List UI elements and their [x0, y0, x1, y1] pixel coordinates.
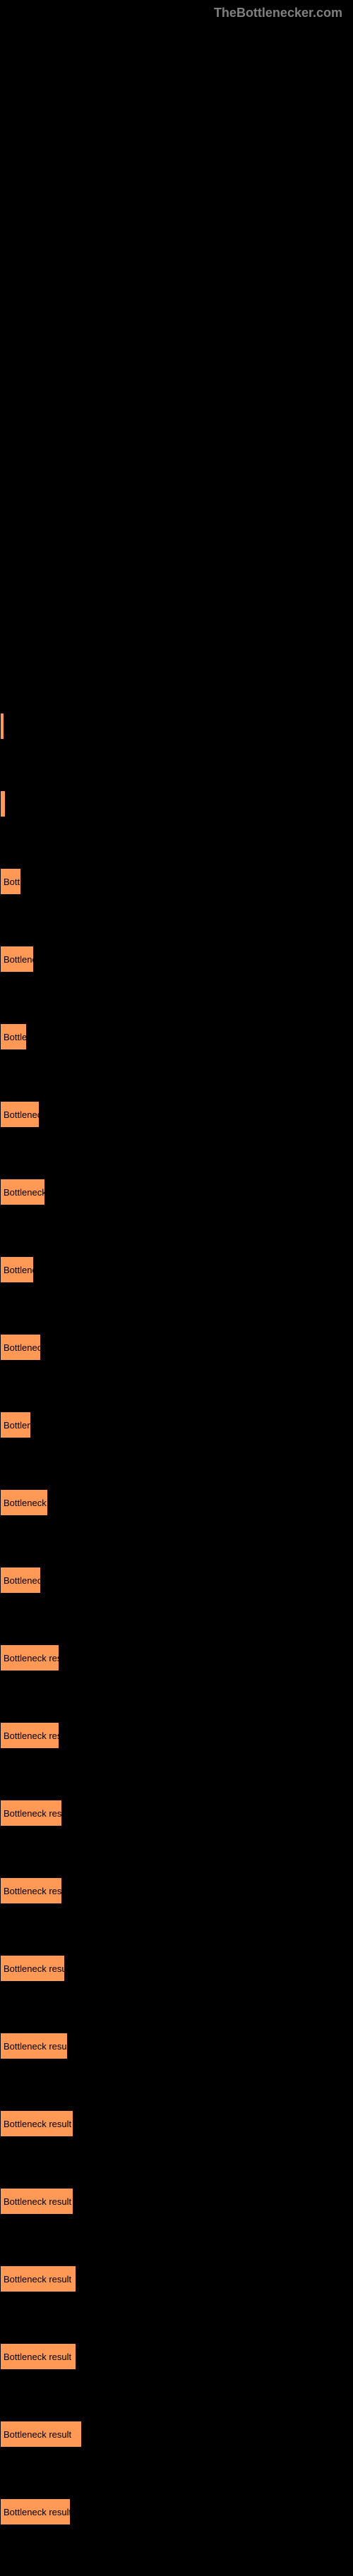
bar-label: Bottleneck result	[4, 2352, 71, 2362]
bar: Bottleneck result	[0, 1644, 59, 1671]
bar-row: Bottleneck result	[0, 2110, 353, 2137]
bar-label: Bottleneck result	[4, 1731, 59, 1741]
bar-row: Bottleneck re	[0, 1334, 353, 1361]
bar: Bottlenec	[0, 1412, 31, 1438]
bar-row: Bottleneck result	[0, 1877, 353, 1904]
bar: Bottleneck result	[0, 1955, 65, 1982]
bar-label: Bottleneck result	[4, 2274, 71, 2285]
bar: Bottleneck re	[0, 1334, 41, 1361]
bar-row: Bottlen	[0, 1023, 353, 1050]
bar-row: Bottleneck result	[0, 2188, 353, 2215]
bar: Bottleneck result	[0, 2498, 71, 2525]
bar-label: Bottleneck result	[4, 1653, 59, 1663]
bar-label: Bottleneck	[4, 954, 33, 965]
bar-label: Bottleneck res	[4, 1187, 44, 1198]
bar-row: Bottle	[0, 868, 353, 895]
bar-label: Bottleneck result	[4, 2119, 71, 2129]
bar-row: Bottleneck result	[0, 2033, 353, 2059]
bar-label: Bottleneck re	[4, 1342, 40, 1353]
bar-label: Bottlenec	[4, 1420, 30, 1431]
bar-label: Bottleneck r	[4, 1109, 39, 1120]
bar-row: Bottleneck	[0, 946, 353, 973]
bar-label: Bottleneck result	[4, 2429, 71, 2440]
bar-label: Bottleneck re	[4, 1575, 40, 1586]
bar: Bottleneck re	[0, 1567, 41, 1594]
bar: Bottleneck result	[0, 2110, 73, 2137]
bar: Bottleneck result	[0, 2421, 82, 2448]
bar-row: Bottleneck result	[0, 2498, 353, 2525]
bar-label: Bottleneck result	[4, 2041, 67, 2052]
bar-row: Bottleneck res	[0, 1179, 353, 1205]
bar	[0, 713, 4, 740]
bar-row: Bottleneck result	[0, 2421, 353, 2448]
bar-label: Bottlen	[4, 1032, 26, 1042]
bar: Bottleneck result	[0, 1877, 62, 1904]
bar: Bottleneck	[0, 1256, 34, 1283]
bar: Bottle	[0, 868, 21, 895]
bar-row: Bottleneck	[0, 1256, 353, 1283]
bar: Bottleneck result	[0, 1800, 62, 1826]
bar: Bottleneck result	[0, 2343, 76, 2370]
bar-label: Bottleneck result	[4, 1808, 61, 1819]
bar: Bottleneck resu	[0, 1489, 48, 1516]
bar-row	[0, 713, 353, 740]
bar-row: Bottleneck result	[0, 1722, 353, 1749]
bar-label: Bottle	[4, 877, 20, 887]
bar-row: Bottleneck result	[0, 2343, 353, 2370]
bar-label: Bottleneck result	[4, 2196, 71, 2207]
bar: Bottleneck result	[0, 2265, 76, 2292]
bar-row: Bottleneck re	[0, 1567, 353, 1594]
bar-row	[0, 790, 353, 817]
bar-row: Bottleneck result	[0, 1955, 353, 1982]
bar-label: Bottleneck result	[4, 1886, 61, 1896]
bar-row: Bottlenec	[0, 1412, 353, 1438]
bar: Bottleneck result	[0, 1722, 59, 1749]
bar-label: Bottleneck result	[4, 2507, 70, 2517]
bar	[0, 790, 6, 817]
bar: Bottlen	[0, 1023, 27, 1050]
bar: Bottleneck	[0, 946, 34, 973]
bar-row: Bottleneck resu	[0, 1489, 353, 1516]
bar: Bottleneck result	[0, 2033, 68, 2059]
bar: Bottleneck result	[0, 2188, 73, 2215]
bar-row: Bottleneck r	[0, 1101, 353, 1128]
bar-label: Bottleneck	[4, 1265, 33, 1275]
bar-label: Bottleneck resu	[4, 1498, 47, 1508]
watermark-text: TheBottlenecker.com	[214, 6, 342, 20]
bar: Bottleneck res	[0, 1179, 45, 1205]
bar-chart: Bottle Bottleneck Bottlen Bottleneck r Bottl…	[0, 0, 353, 2525]
bar-row: Bottleneck result	[0, 1644, 353, 1671]
bar-row: Bottleneck result	[0, 1800, 353, 1826]
bar: Bottleneck r	[0, 1101, 40, 1128]
bar-row: Bottleneck result	[0, 2265, 353, 2292]
bar-label: Bottleneck result	[4, 1963, 64, 1974]
